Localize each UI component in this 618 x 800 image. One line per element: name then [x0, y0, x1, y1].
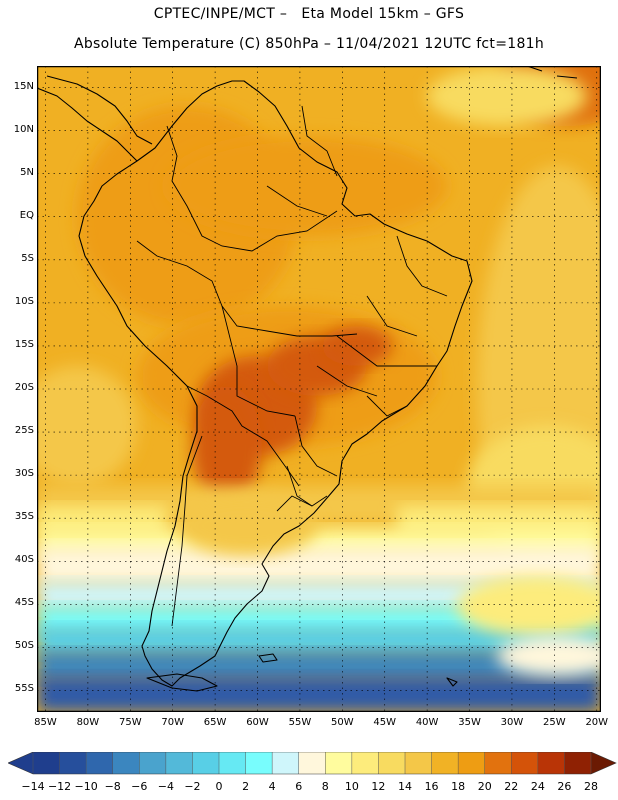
colorbar-tick-label: −12	[48, 780, 71, 793]
colorbar-swatch	[192, 752, 220, 774]
south-georgia	[446, 677, 458, 687]
latitude-label: 10N	[13, 123, 34, 135]
colorbar-outline	[8, 752, 617, 775]
south-america-coast	[78, 80, 473, 687]
colorbar-left-arrow	[8, 752, 33, 774]
longitude-label: 40W	[415, 717, 439, 728]
central-america-north-coast	[46, 75, 153, 145]
colorbar-tick-label: 4	[269, 780, 276, 793]
colorbar-tick-label: 20	[478, 780, 492, 793]
colorbar-tick-label: 22	[504, 780, 518, 793]
colorbar-tick-label: 14	[398, 780, 412, 793]
colorbar-tick-label: 10	[345, 780, 359, 793]
colorbar-swatch	[351, 752, 379, 774]
colorbar-swatch	[484, 752, 512, 774]
tierra-del-fuego	[146, 673, 218, 692]
colorbar-swatch	[537, 752, 565, 774]
longitude-label: 70W	[161, 717, 184, 728]
map-title-line-1: CPTEC/INPE/MCT – Eta Model 15km – GFS	[153, 6, 465, 22]
colorbar-swatch	[272, 752, 300, 774]
temperature-map	[37, 66, 601, 712]
colorbar-swatch	[431, 752, 459, 774]
latitude-label: 25S	[14, 425, 34, 437]
latitude-label: 40S	[14, 554, 34, 566]
latitude-label: 10S	[14, 295, 34, 307]
colorbar-tick-label: −8	[105, 780, 121, 793]
colorbar-swatch	[112, 752, 140, 774]
central-america-coast	[37, 87, 138, 162]
longitude-label: 55W	[288, 717, 312, 728]
longitude-label: 35W	[458, 717, 481, 728]
latitude-label: 15N	[13, 80, 34, 92]
latitude-label: 5N	[20, 166, 34, 178]
colorbar-tick-label: −10	[75, 780, 98, 793]
colorbar-swatch	[165, 752, 193, 774]
longitude-label: 65W	[203, 717, 227, 728]
colorbar-tick-label: 2	[242, 780, 249, 793]
longitude-label: 60W	[246, 717, 269, 728]
colorbar-tick-label: −2	[184, 780, 200, 793]
latitude-label: 55S	[14, 683, 34, 695]
colorbar-tick-label: 8	[322, 780, 329, 793]
colorbar-swatch	[59, 752, 87, 774]
colorbar-swatch	[458, 752, 486, 774]
colorbar-swatch	[86, 752, 114, 774]
colorbar-swatch	[511, 752, 539, 774]
latitude-label: 30S	[14, 468, 34, 480]
latitude-label: 35S	[14, 511, 34, 523]
longitude-label: 75W	[118, 717, 142, 728]
colorbar-swatch	[219, 752, 247, 774]
colorbar-swatch	[325, 752, 353, 774]
colorbar-tick-label: 24	[531, 780, 545, 793]
longitude-label: 25W	[543, 717, 566, 728]
colorbar-tick-label: 28	[584, 780, 598, 793]
colorbar-swatch	[298, 752, 326, 774]
temperature-colorbar: −14 −12 −10 −8 −6 −4 −2 0 2 4 6 8 10 12 14 16 18 20 22 24 26…	[8, 752, 617, 793]
longitude-label: 50W	[331, 717, 354, 728]
colorbar-tick-label: 16	[425, 780, 439, 793]
lat-lon-grid	[37, 66, 601, 712]
latitude-label: 45S	[14, 597, 34, 609]
longitude-label: 85W	[34, 717, 57, 728]
falklands	[258, 653, 278, 663]
longitude-label: 20W	[585, 717, 609, 728]
latitude-label: 20S	[14, 382, 34, 393]
latitude-label: EQ	[19, 209, 34, 221]
longitude-label: 80W	[76, 717, 100, 728]
colorbar-tick-label: 12	[371, 780, 385, 793]
latitude-label: 5S	[21, 252, 34, 264]
colorbar-swatch	[405, 752, 433, 774]
temperature-field	[37, 66, 601, 712]
colorbar-swatch	[139, 752, 167, 774]
colorbar-tick-label: 6	[295, 780, 302, 793]
colorbar-swatch	[33, 752, 61, 774]
map-title-line-2: Absolute Temperature (C) 850hPa – 11/04/…	[73, 36, 545, 52]
latitude-label: 15S	[14, 338, 34, 350]
colorbar-tick-label: 0	[216, 780, 223, 793]
longitude-label: 45W	[373, 717, 397, 728]
colorbar-tick-label: −6	[131, 780, 147, 793]
colorbar-tick-label: −14	[21, 780, 44, 793]
longitude-label: 30W	[500, 717, 524, 728]
country-borders	[136, 105, 448, 627]
colorbar-tick-label: 26	[557, 780, 571, 793]
colorbar-swatch	[245, 752, 273, 774]
latitude-label: 50S	[14, 640, 34, 652]
colorbar-swatch	[564, 752, 592, 774]
colorbar-right-arrow	[591, 752, 616, 774]
colorbar-swatch	[378, 752, 406, 774]
colorbar-tick-label: −4	[158, 780, 174, 793]
colorbar-tick-label: 18	[451, 780, 465, 793]
